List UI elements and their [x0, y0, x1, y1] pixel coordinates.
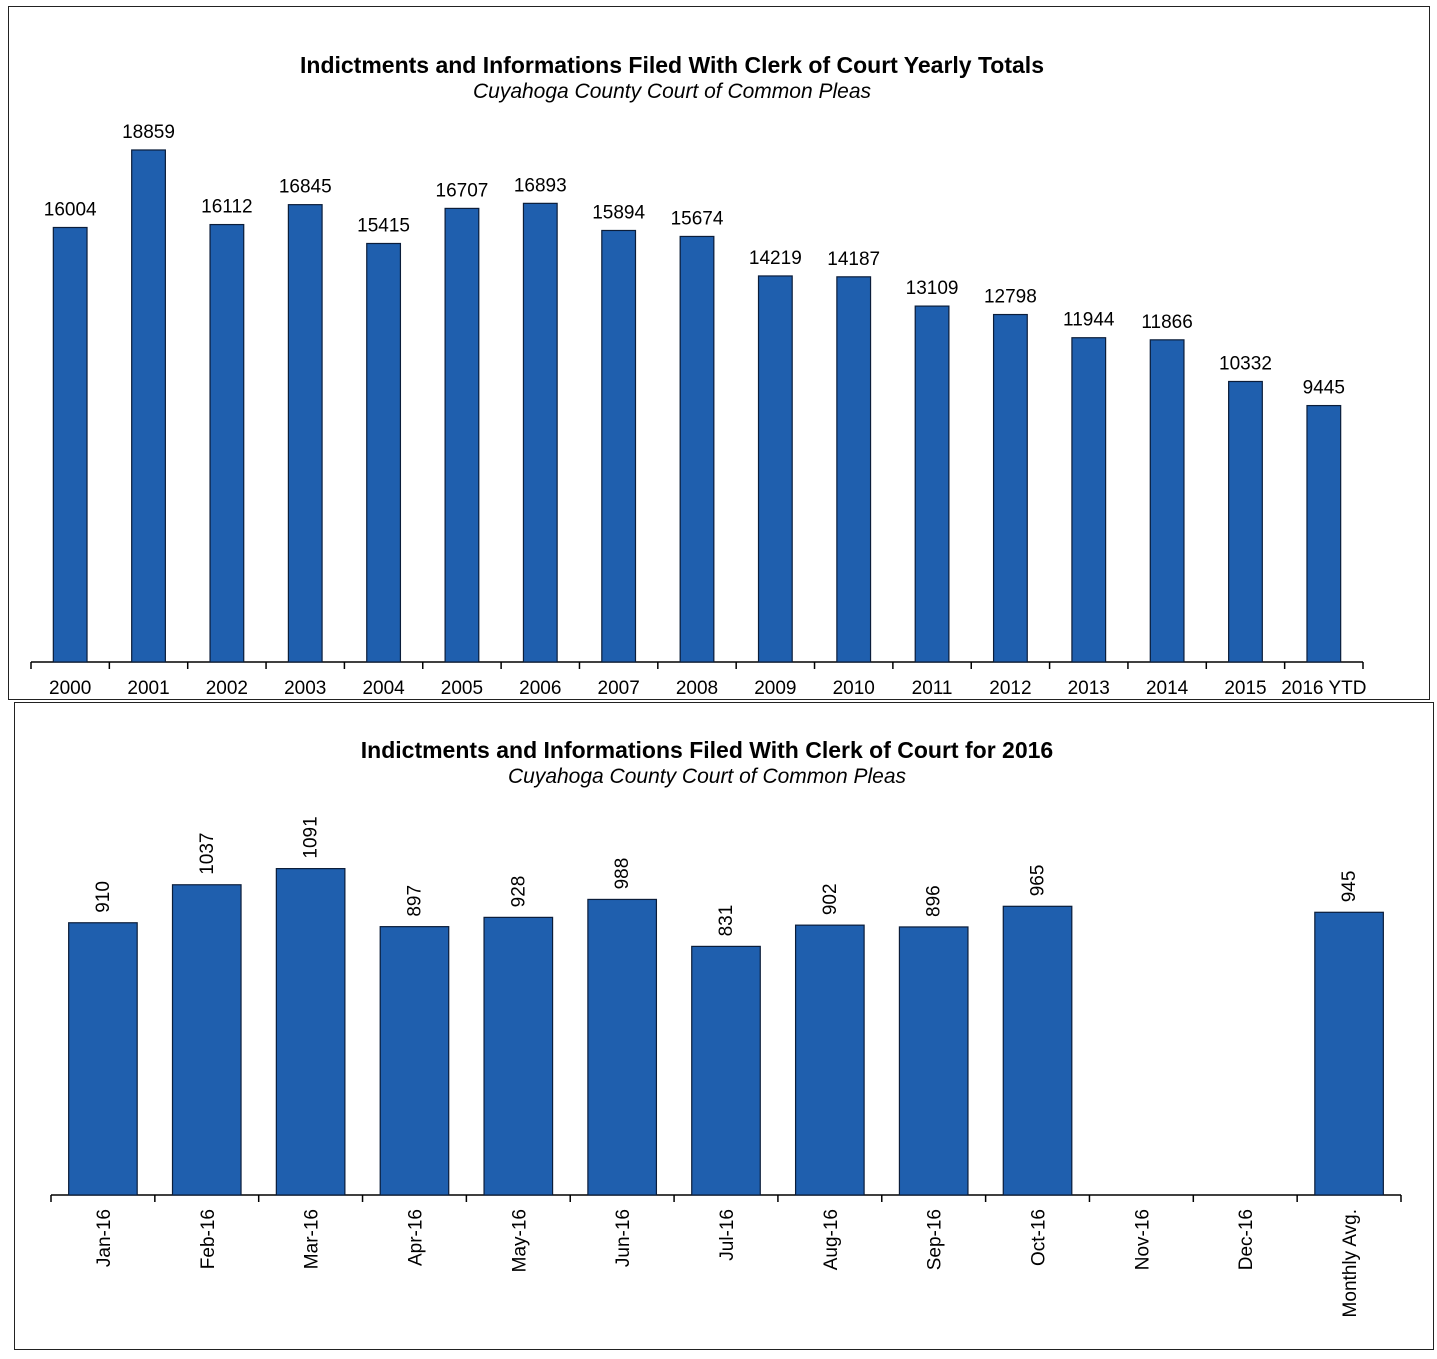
chart-subtitle: Cuyahoga County Court of Common Pleas [508, 765, 907, 788]
x-tick-label: 2015 [1224, 678, 1266, 699]
x-tick-label: Dec-16 [1236, 1209, 1257, 1270]
bar [1071, 337, 1107, 663]
value-label: 965 [1028, 865, 1049, 897]
x-tick-label: 2011 [912, 678, 953, 699]
bar [379, 926, 450, 1196]
value-label: 10332 [1219, 353, 1272, 374]
bar [757, 275, 793, 663]
value-label: 928 [508, 876, 529, 908]
bar [914, 305, 950, 663]
value-label: 16112 [201, 197, 252, 218]
value-label: 902 [820, 883, 841, 915]
bar [68, 922, 138, 1196]
x-tick-label: 2003 [284, 678, 326, 699]
x-tick-label: Mar-16 [302, 1209, 323, 1269]
bar [587, 898, 658, 1196]
bar [171, 884, 242, 1196]
value-label: 896 [924, 885, 945, 917]
bar [1002, 905, 1073, 1196]
value-label: 9445 [1303, 378, 1345, 399]
x-tick-label: May-16 [509, 1209, 530, 1272]
bar [1228, 380, 1263, 663]
value-label: 11866 [1141, 312, 1192, 333]
bar [836, 276, 872, 663]
x-tick-label: Oct-16 [1029, 1209, 1050, 1266]
bar [287, 204, 323, 663]
bar [366, 242, 402, 663]
value-label: 14187 [827, 249, 880, 270]
value-label: 15674 [671, 208, 724, 229]
bar [483, 916, 554, 1196]
bar [691, 945, 761, 1196]
value-label: 14219 [749, 248, 802, 269]
value-label: 16845 [279, 177, 332, 198]
bar [679, 235, 715, 663]
x-tick-label: 2016 YTD [1281, 678, 1366, 699]
value-label: 1091 [301, 816, 322, 858]
value-label: 15894 [592, 202, 645, 223]
bar [1306, 404, 1342, 663]
x-tick-label: 2005 [441, 678, 483, 699]
value-label: 16004 [44, 199, 97, 220]
yearly-chart-panel: Indictments and Informations Filed With … [8, 6, 1430, 700]
value-label: 12798 [984, 287, 1037, 308]
chart-title: Indictments and Informations Filed With … [361, 737, 1053, 763]
bar [522, 202, 558, 663]
value-label: 945 [1339, 871, 1360, 903]
monthly-chart-panel: Indictments and Informations Filed With … [14, 702, 1434, 1350]
yearly-chart: Indictments and Informations Filed With … [30, 52, 1366, 699]
x-tick-label: Sep-16 [925, 1209, 946, 1270]
bar [209, 223, 245, 663]
value-label: 11944 [1063, 310, 1115, 331]
x-tick-label: 2014 [1146, 678, 1189, 699]
value-label: 18859 [122, 122, 175, 143]
value-label: 16707 [436, 180, 489, 201]
monthly-chart: Indictments and Informations Filed With … [50, 737, 1402, 1317]
bar [1314, 911, 1384, 1196]
x-tick-label: 2009 [754, 678, 796, 699]
bar [52, 226, 88, 663]
x-tick-label: Jun-16 [613, 1209, 634, 1267]
value-label: 831 [716, 905, 737, 937]
value-label: 910 [93, 881, 114, 913]
x-tick-label: 2007 [598, 678, 640, 699]
x-tick-label: Jul-16 [717, 1209, 738, 1261]
x-tick-label: 2012 [989, 678, 1031, 699]
chart-title: Indictments and Informations Filed With … [300, 52, 1044, 78]
x-tick-label: Nov-16 [1132, 1209, 1153, 1270]
bar [444, 207, 480, 663]
value-label: 897 [404, 885, 425, 917]
bar [275, 868, 346, 1196]
value-label: 988 [612, 858, 633, 890]
value-label: 15415 [357, 215, 410, 236]
x-tick-label: Apr-16 [405, 1209, 426, 1266]
bar [794, 924, 865, 1196]
x-tick-label: 2002 [206, 678, 248, 699]
value-label: 1037 [197, 832, 218, 874]
chart-subtitle: Cuyahoga County Court of Common Pleas [473, 80, 872, 103]
x-tick-label: Aug-16 [821, 1209, 842, 1270]
bar [601, 229, 637, 663]
bar [992, 313, 1028, 663]
x-tick-label: 2004 [362, 678, 405, 699]
bar [1149, 339, 1185, 663]
x-tick-label: Feb-16 [198, 1209, 219, 1269]
x-tick-label: 2013 [1068, 678, 1110, 699]
x-tick-label: 2000 [49, 678, 91, 699]
x-tick-label: Jan-16 [94, 1209, 115, 1267]
x-tick-label: 2010 [833, 678, 875, 699]
x-tick-label: 2008 [676, 678, 718, 699]
bar [898, 926, 969, 1196]
x-tick-label: 2006 [519, 678, 561, 699]
x-tick-label: 2001 [127, 678, 169, 699]
value-label: 16893 [514, 175, 567, 196]
x-tick-label: Monthly Avg. [1340, 1209, 1361, 1317]
bar [131, 149, 166, 663]
value-label: 13109 [906, 278, 959, 299]
